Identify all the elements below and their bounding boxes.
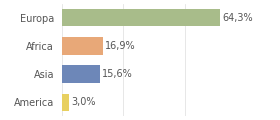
- Bar: [62, 94, 69, 111]
- Bar: [62, 65, 100, 83]
- Bar: [62, 9, 220, 26]
- Text: 16,9%: 16,9%: [105, 41, 136, 51]
- Bar: [62, 37, 103, 55]
- Text: 64,3%: 64,3%: [222, 13, 253, 23]
- Text: 3,0%: 3,0%: [71, 97, 95, 107]
- Text: 15,6%: 15,6%: [102, 69, 133, 79]
